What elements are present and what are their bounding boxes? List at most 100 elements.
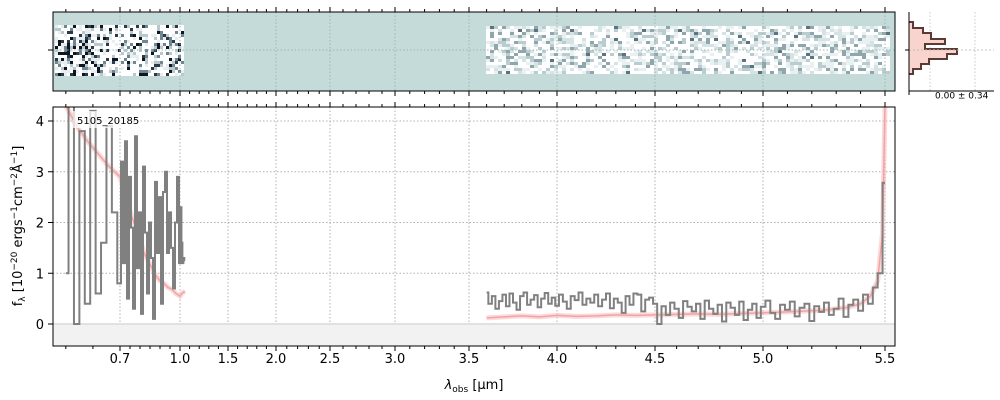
twod-pixel — [514, 41, 518, 44]
twod-pixel — [97, 61, 100, 64]
twod-pixel — [486, 71, 490, 74]
twod-pixel — [722, 53, 726, 56]
twod-pixel — [154, 58, 157, 61]
twod-pixel — [818, 71, 822, 74]
twod-pixel — [127, 55, 130, 58]
twod-pixel — [730, 50, 734, 53]
twod-pixel — [542, 68, 546, 71]
twod-pixel — [882, 29, 886, 32]
twod-pixel — [590, 44, 594, 47]
twod-pixel — [79, 43, 82, 46]
twod-pixel — [106, 31, 109, 34]
twod-pixel — [734, 44, 738, 47]
twod-pixel — [514, 65, 518, 68]
twod-pixel — [666, 71, 670, 74]
twod-pixel — [798, 47, 802, 50]
twod-pixel — [810, 56, 814, 59]
twod-pixel — [562, 50, 566, 53]
twod-pixel — [658, 71, 662, 74]
twod-pixel — [774, 68, 778, 71]
twod-pixel — [526, 53, 530, 56]
twod-pixel — [814, 62, 818, 65]
twod-pixel — [818, 59, 822, 62]
twod-pixel — [798, 68, 802, 71]
twod-pixel — [782, 68, 786, 71]
twod-pixel — [642, 32, 646, 35]
twod-pixel — [838, 50, 842, 53]
twod-pixel — [550, 35, 554, 38]
twod-pixel — [842, 38, 846, 41]
twod-pixel — [654, 26, 658, 29]
twod-pixel — [722, 71, 726, 74]
twod-pixel — [638, 56, 642, 59]
twod-pixel — [154, 64, 157, 67]
twod-pixel — [578, 56, 582, 59]
twod-pixel — [121, 64, 124, 67]
twod-pixel — [726, 38, 730, 41]
twod-pixel — [172, 40, 175, 43]
twod-pixel — [854, 68, 858, 71]
twod-pixel — [718, 47, 722, 50]
twod-pixel — [121, 46, 124, 49]
twod-pixel — [666, 26, 670, 29]
twod-pixel — [770, 41, 774, 44]
twod-pixel — [630, 47, 634, 50]
twod-pixel — [770, 65, 774, 68]
twod-pixel — [91, 55, 94, 58]
twod-pixel — [862, 44, 866, 47]
twod-pixel — [502, 41, 506, 44]
twod-pixel — [530, 44, 534, 47]
twod-pixel — [91, 40, 94, 43]
twod-pixel — [88, 64, 91, 67]
twod-pixel — [822, 59, 826, 62]
twod-pixel — [542, 26, 546, 29]
twod-pixel — [682, 41, 686, 44]
twod-pixel — [582, 26, 586, 29]
twod-pixel — [750, 65, 754, 68]
twod-pixel — [886, 29, 890, 32]
twod-pixel — [606, 38, 610, 41]
twod-pixel — [118, 58, 121, 61]
twod-pixel — [758, 65, 762, 68]
twod-pixel — [886, 53, 890, 56]
twod-pixel — [88, 70, 91, 73]
twod-pixel — [97, 28, 100, 31]
twod-pixel — [115, 37, 118, 40]
twod-pixel — [634, 47, 638, 50]
twod-pixel — [169, 43, 172, 46]
twod-pixel — [151, 58, 154, 61]
twod-pixel — [794, 26, 798, 29]
twod-pixel — [866, 47, 870, 50]
twod-pixel — [172, 31, 175, 34]
twod-pixel — [726, 68, 730, 71]
twod-pixel — [169, 73, 172, 76]
twod-pixel — [646, 41, 650, 44]
twod-pixel — [730, 26, 734, 29]
twod-pixel — [626, 32, 630, 35]
twod-pixel — [166, 61, 169, 64]
twod-pixel — [570, 29, 574, 32]
twod-pixel — [870, 71, 874, 74]
twod-pixel — [109, 28, 112, 31]
twod-pixel — [502, 59, 506, 62]
twod-pixel — [634, 71, 638, 74]
twod-pixel — [658, 26, 662, 29]
twod-pixel — [762, 53, 766, 56]
twod-pixel — [558, 44, 562, 47]
twod-pixel — [55, 43, 58, 46]
twod-pixel — [522, 56, 526, 59]
twod-pixel — [79, 70, 82, 73]
twod-pixel — [746, 35, 750, 38]
twod-pixel — [674, 59, 678, 62]
twod-pixel — [610, 50, 614, 53]
twod-pixel — [79, 37, 82, 40]
twod-pixel — [670, 53, 674, 56]
twod-pixel — [614, 47, 618, 50]
twod-pixel — [106, 37, 109, 40]
twod-pixel — [145, 61, 148, 64]
twod-pixel — [694, 41, 698, 44]
twod-pixel — [610, 59, 614, 62]
twod-pixel — [690, 71, 694, 74]
twod-pixel — [133, 52, 136, 55]
twod-pixel — [686, 53, 690, 56]
